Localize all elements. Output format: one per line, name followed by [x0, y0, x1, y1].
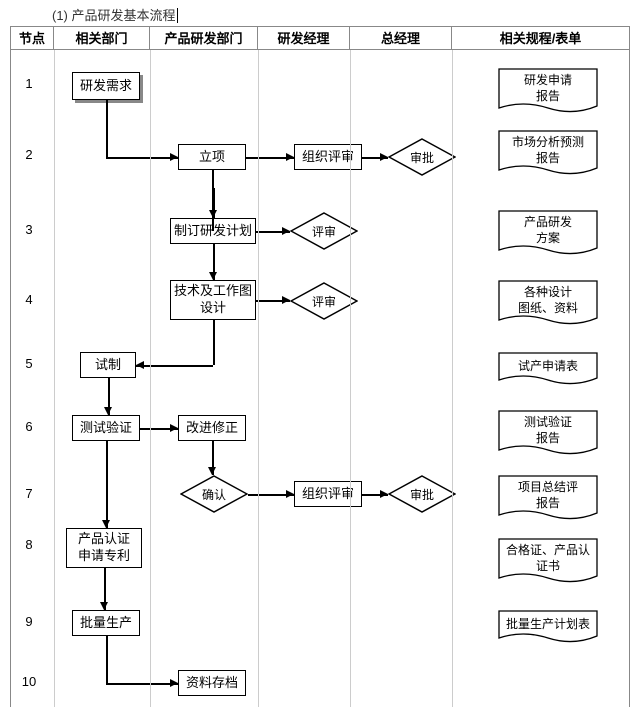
arrow-head	[170, 424, 178, 432]
arrow-head	[102, 520, 110, 528]
node-number: 5	[14, 356, 44, 371]
flow-diamond-confirm: 确认	[180, 475, 248, 513]
node-number: 6	[14, 419, 44, 434]
doc-shape: 产品研发 方案	[498, 210, 598, 260]
flow-box-trial: 试制	[80, 352, 136, 378]
header-cell: 相关规程/表单	[452, 27, 630, 49]
node-number: 7	[14, 486, 44, 501]
doc-shape: 研发申请 报告	[498, 68, 598, 118]
column-separator	[350, 50, 351, 707]
connector-line	[213, 320, 215, 365]
doc-shape: 合格证、产品认 证书	[498, 538, 598, 588]
header-cell: 产品研发部门	[150, 27, 258, 49]
header-cell: 总经理	[350, 27, 452, 49]
column-separator	[54, 50, 55, 707]
flow-box-improve: 改进修正	[178, 415, 246, 441]
flow-box-test: 测试验证	[72, 415, 140, 441]
connector-line	[106, 103, 108, 157]
doc-shape: 测试验证 报告	[498, 410, 598, 460]
arrow-head	[282, 296, 290, 304]
connector-line	[106, 157, 178, 159]
left-border	[10, 50, 11, 707]
flow-box-design: 技术及工作图 设计	[170, 280, 256, 320]
right-border	[629, 50, 630, 707]
doc-shape: 项目总结评 报告	[498, 475, 598, 525]
column-separator	[150, 50, 151, 707]
arrow-head	[282, 227, 290, 235]
flow-box-cert: 产品认证 申请专利	[66, 528, 142, 568]
node-number: 10	[14, 674, 44, 689]
arrow-head	[380, 490, 388, 498]
doc-shape: 市场分析预测 报告	[498, 130, 598, 180]
node-number: 4	[14, 292, 44, 307]
arrow-head	[170, 679, 178, 687]
flow-diamond-rev4: 评审	[290, 282, 358, 320]
doc-shape: 试产申请表	[498, 352, 598, 390]
connector-line	[136, 365, 213, 367]
node-number: 8	[14, 537, 44, 552]
flow-diamond-approve2: 审批	[388, 138, 456, 176]
node-number: 9	[14, 614, 44, 629]
connector-line	[106, 100, 108, 103]
arrow-head	[170, 153, 178, 161]
flow-box-mass: 批量生产	[72, 610, 140, 636]
header-cell: 研发经理	[258, 27, 350, 49]
flow-box-need: 研发需求	[72, 72, 140, 100]
flow-box-archive: 资料存档	[178, 670, 246, 696]
arrow-head	[380, 153, 388, 161]
arrow-head	[136, 361, 144, 369]
connector-line	[106, 636, 108, 683]
node-number: 3	[14, 222, 44, 237]
connector-line	[106, 683, 178, 685]
doc-shape: 各种设计 图纸、资料	[498, 280, 598, 330]
arrow-head	[286, 153, 294, 161]
doc-shape: 批量生产计划表	[498, 610, 598, 648]
connector-line	[212, 188, 213, 190]
flow-diamond-rev3: 评审	[290, 212, 358, 250]
page-title: (1) 产品研发基本流程	[52, 5, 178, 24]
arrow-head	[104, 407, 112, 415]
header-cell: 相关部门	[54, 27, 150, 49]
arrow-head	[286, 490, 294, 498]
flow-box-orgrev7: 组织评审	[294, 481, 362, 507]
column-separator	[452, 50, 453, 707]
flow-box-orgrev2: 组织评审	[294, 144, 362, 170]
flow-diamond-approve7: 审批	[388, 475, 456, 513]
flow-box-setup: 立项	[178, 144, 246, 170]
arrow-head	[209, 272, 217, 280]
column-separator	[258, 50, 259, 707]
arrow-head	[100, 602, 108, 610]
header-cell: 节点	[10, 27, 54, 49]
header-row: 节点相关部门产品研发部门研发经理总经理相关规程/表单	[10, 26, 630, 50]
connector-line	[212, 170, 214, 188]
node-number: 1	[14, 76, 44, 91]
arrow-head	[209, 210, 217, 218]
arrow-head	[208, 467, 216, 475]
node-number: 2	[14, 147, 44, 162]
connector-line	[106, 441, 108, 528]
